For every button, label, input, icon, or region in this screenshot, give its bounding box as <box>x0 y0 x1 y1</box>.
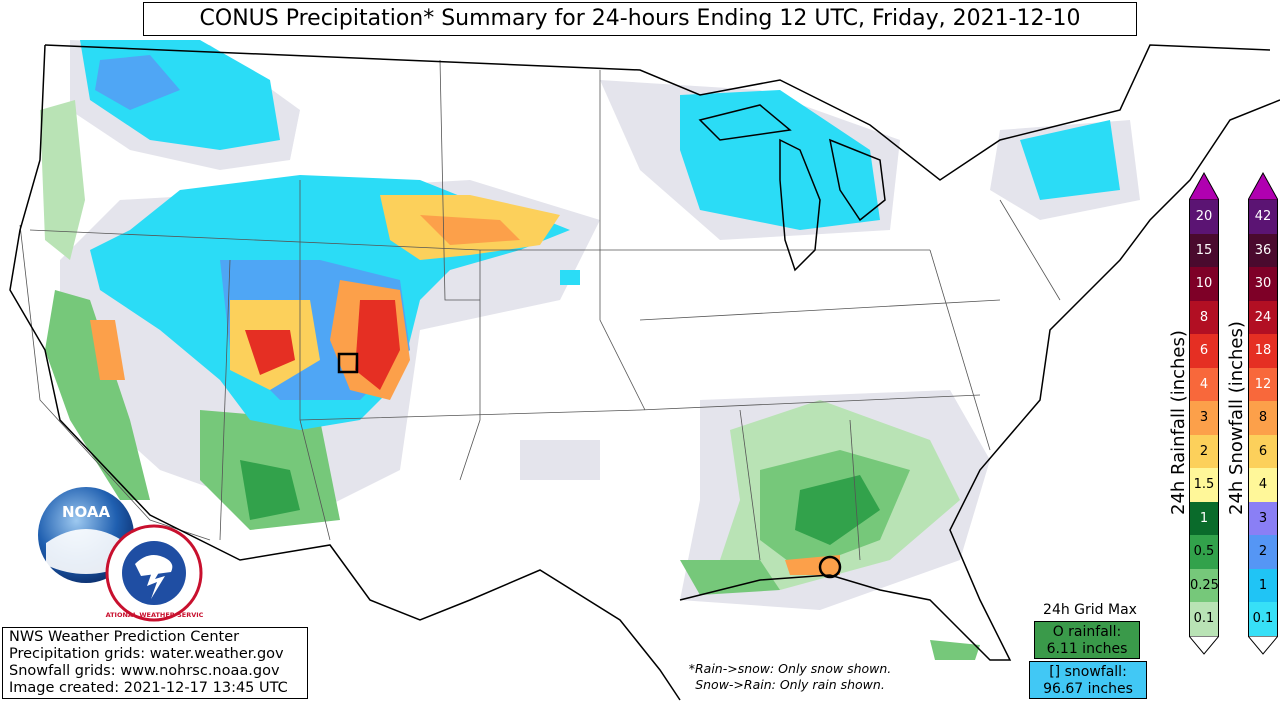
rain-legend-level-0.1: 0.1 <box>1189 602 1219 636</box>
snow-legend-level-0.1: 0.1 <box>1248 602 1278 636</box>
rain-colorbar: 20 15 10 8 6 4 3 2 1.5 1 0.5 0.25 0.1 <box>1189 172 1219 657</box>
rain-legend-level-15: 15 <box>1189 233 1219 267</box>
rain-max-value: 6.11 inches <box>1046 641 1128 657</box>
snow-legend-level-30: 30 <box>1248 267 1278 301</box>
grid-max-rainfall: O rainfall: 6.11 inches <box>1034 621 1140 659</box>
footnote-line: *Rain->snow: Only snow shown. <box>688 661 892 676</box>
rain-legend-level-2: 2 <box>1189 434 1219 468</box>
credit-line: Image created: 2021-12-17 13:45 UTC <box>9 680 288 696</box>
rain-legend-label: 24h Rainfall (inches) <box>1168 330 1189 515</box>
rain-legend-level-8: 8 <box>1189 300 1219 334</box>
state-boundaries <box>19 59 1061 561</box>
snow-legend-level-2: 2 <box>1248 535 1278 569</box>
credit-line: Precipitation grids: water.weather.gov <box>9 646 284 662</box>
rain-legend-bottom-arrow <box>1189 635 1219 655</box>
max-markers <box>337 352 842 579</box>
map-title: CONUS Precipitation* Summary for 24-hour… <box>143 2 1137 36</box>
rain-legend-level-1.5: 1.5 <box>1189 468 1219 502</box>
snow-max-value: 96.67 inches <box>1043 681 1133 697</box>
snow-legend-label: 24h Snowfall (inches) <box>1226 321 1247 515</box>
rain-max-label: O rainfall: <box>1052 624 1122 640</box>
snow-legend-level-8: 8 <box>1248 401 1278 435</box>
rain-legend-top-arrow <box>1189 172 1219 200</box>
snow-colorbar: 42 36 30 24 18 12 8 6 4 3 2 1 0.1 <box>1248 172 1278 657</box>
credit-line: NWS Weather Prediction Center <box>9 629 240 645</box>
snow-legend-level-18: 18 <box>1248 334 1278 368</box>
rain-legend-level-0.5: 0.5 <box>1189 535 1219 569</box>
snow-legend-level-1: 1 <box>1248 568 1278 602</box>
snow-legend-level-3: 3 <box>1248 501 1278 535</box>
snow-legend-top-arrow <box>1248 172 1278 200</box>
snow-legend-level-36: 36 <box>1248 233 1278 267</box>
nws-logo: NATIONAL WEATHER SERVICE <box>100 524 208 622</box>
credit-line: Snowfall grids: www.nohrsc.noaa.gov <box>9 663 280 679</box>
rain-legend-level-1: 1 <box>1189 501 1219 535</box>
svg-text:NOAA: NOAA <box>62 503 111 521</box>
rain-legend-level-3: 3 <box>1189 401 1219 435</box>
footnote-line: Snow->Rain: Only rain shown. <box>695 677 885 692</box>
rain-areas <box>40 100 980 660</box>
rain-legend-level-10: 10 <box>1189 267 1219 301</box>
snow-legend-level-4: 4 <box>1248 468 1278 502</box>
rain-legend-level-0.25: 0.25 <box>1189 568 1219 602</box>
rain-legend-level-4: 4 <box>1189 367 1219 401</box>
snow-legend-bottom-arrow <box>1248 635 1278 655</box>
grid-max-title: 24h Grid Max <box>1043 602 1137 618</box>
snow-max-label: [] snowfall: <box>1049 664 1127 680</box>
snow-legend-level-12: 12 <box>1248 367 1278 401</box>
max-snowfall-marker <box>337 352 359 374</box>
snow-legend-level-42: 42 <box>1248 200 1278 234</box>
rain-legend-level-6: 6 <box>1189 334 1219 368</box>
rain-legend-level-20: 20 <box>1189 200 1219 234</box>
coastline-and-borders <box>9 44 1280 701</box>
svg-text:NATIONAL WEATHER SERVICE: NATIONAL WEATHER SERVICE <box>105 611 203 619</box>
snow-legend-level-24: 24 <box>1248 300 1278 334</box>
credits-box: NWS Weather Prediction Center Precipitat… <box>2 627 308 699</box>
snow-legend-level-6: 6 <box>1248 434 1278 468</box>
grid-max-snowfall: [] snowfall: 96.67 inches <box>1029 661 1147 699</box>
heavy-snow-areas <box>90 195 840 575</box>
max-rainfall-marker <box>818 555 842 579</box>
footnote: *Rain->snow: Only snow shown. Snow->Rain… <box>660 661 920 693</box>
